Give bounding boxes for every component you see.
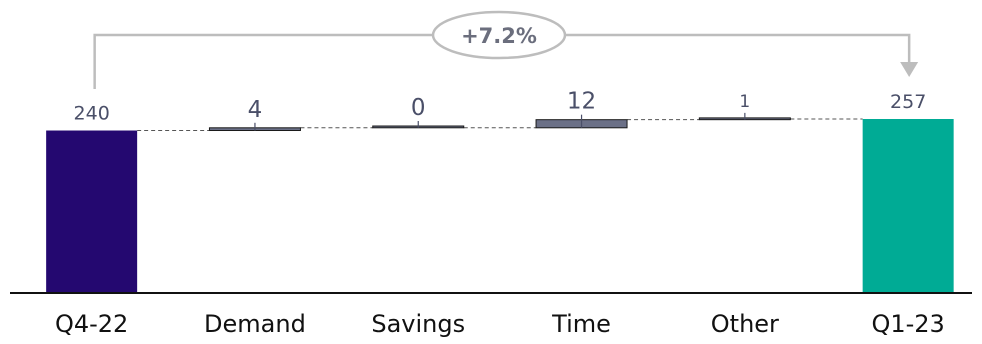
category-labels-group: Q4-22 Demand Savings Time Other Q1-23 [55,310,945,338]
category-label: Q4-22 [55,310,128,338]
bar-q1-23 [862,119,954,293]
value-label: 240 [74,103,110,125]
change-bracket: +7.2% [93,10,919,89]
value-label: 1 [739,92,750,112]
category-label: Demand [204,310,306,338]
connector-lines [137,118,863,132]
value-labels-group: 240 4 0 12 1 257 [74,89,927,125]
value-label: 0 [411,95,426,121]
value-label: 12 [567,89,596,115]
change-percent-label: +7.2% [461,24,537,48]
category-label: Time [551,310,611,338]
change-bracket-arrowhead [900,62,919,77]
change-percent-badge [431,10,567,60]
value-label: 4 [248,97,263,123]
category-label: Savings [371,310,465,338]
bars-group [46,112,954,293]
bar-q4-22 [46,130,138,293]
value-label: 257 [890,91,926,113]
category-label: Q1-23 [871,310,944,338]
category-label: Other [711,310,779,338]
